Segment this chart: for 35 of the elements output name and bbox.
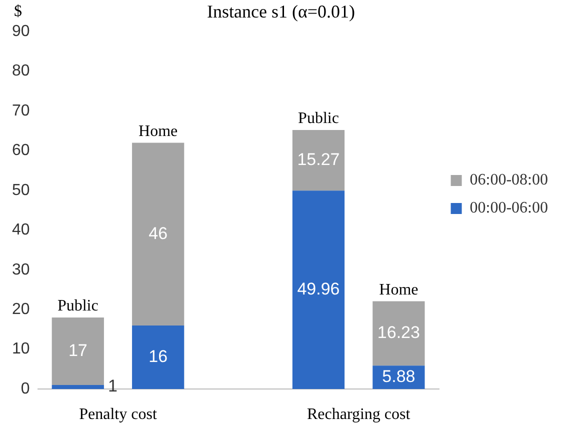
bar: [52, 318, 104, 386]
data-label: 46: [148, 224, 168, 243]
x-tick-label: Home: [379, 281, 418, 298]
y-tick-label: 40: [12, 222, 30, 239]
y-tick-label: 10: [12, 340, 30, 358]
data-label: 49.96: [297, 279, 340, 298]
y-tick-label: 0: [20, 380, 30, 398]
data-label: 1: [108, 376, 118, 396]
data-label: 16.23: [377, 323, 420, 342]
chart-title: Instance s1 (α=0.01): [206, 2, 356, 22]
bar: [132, 142, 184, 326]
bar: [132, 325, 184, 389]
data-label: 17: [68, 340, 88, 360]
y-tick-label: 70: [12, 102, 30, 120]
data-label: 15.27: [297, 150, 340, 169]
y-tick-label: 50: [12, 182, 30, 199]
y-axis-title: $: [14, 3, 22, 20]
x-tick-label: Public: [298, 110, 339, 128]
y-tick-label: 20: [12, 300, 30, 318]
y-tick-label: 30: [12, 261, 30, 278]
bar: [292, 130, 345, 191]
bar: [52, 385, 104, 389]
y-tick-label: 80: [12, 62, 30, 80]
bar: [292, 190, 345, 389]
y-tick-label: 90: [12, 23, 30, 40]
bar: [372, 301, 425, 366]
x-tick-label: Home: [138, 122, 178, 140]
text: Penalty cost: [79, 406, 158, 424]
y-tick-label: 60: [12, 142, 30, 160]
text: Recharging cost: [306, 406, 411, 424]
data-label: 16: [148, 346, 168, 366]
data-label: 5.88: [382, 367, 416, 386]
x-tick-label: Public: [57, 298, 98, 315]
legend-label: 06:00-08:00: [470, 172, 548, 189]
legend-label: 00:00-06:00: [470, 200, 548, 217]
